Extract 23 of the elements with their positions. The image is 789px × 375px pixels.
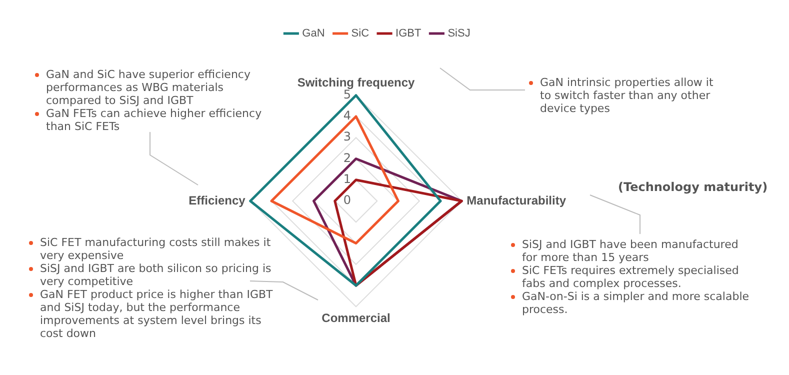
y-tick-label: 4 <box>343 108 351 123</box>
text: GaN intrinsic properties allow it to switch faster than any other device types <box>540 76 714 115</box>
spoke-label: Switching frequency <box>297 75 415 90</box>
y-tick-label: 3 <box>343 130 351 144</box>
text: SiC FET manufacturing costs still makes it very expensive <box>40 236 272 262</box>
text: (Technology maturity) <box>618 180 768 194</box>
text: SiSJ and IGBT are both silicon so pricing is very competitive <box>40 262 272 288</box>
text: GaN-on-Si is a simpler and more scalable process. <box>522 290 750 316</box>
legend-label: SiSJ <box>448 28 470 40</box>
y-tick-label: 0 <box>343 193 351 208</box>
y-tick-label: 2 <box>343 150 351 165</box>
text: SiSJ and IGBT have been manufactured for more than 15 years <box>522 238 740 264</box>
text: GaN and SiC have superior efficiency performances as WBG materials compared to SiSJ and IGBT <box>46 68 252 107</box>
spoke-label: Commercial <box>322 311 390 326</box>
text: GaN FETs can achieve higher efficiency than SiC FETs <box>46 107 263 133</box>
spoke-label: Manufacturability <box>466 193 566 208</box>
spoke-label: Efficiency <box>188 193 246 208</box>
text: SiC FETs requires extremely specialised fabs and complex processes. <box>522 264 740 290</box>
y-tick-label: 1 <box>343 172 351 186</box>
legend-label: GaN <box>302 28 325 40</box>
legend-label: SiC <box>351 28 370 40</box>
text: GaN FET product price is higher than IGBT and SiSJ today, but the performance improvements at system level brings its cost down <box>40 288 274 340</box>
legend-label: IGBT <box>396 28 422 40</box>
